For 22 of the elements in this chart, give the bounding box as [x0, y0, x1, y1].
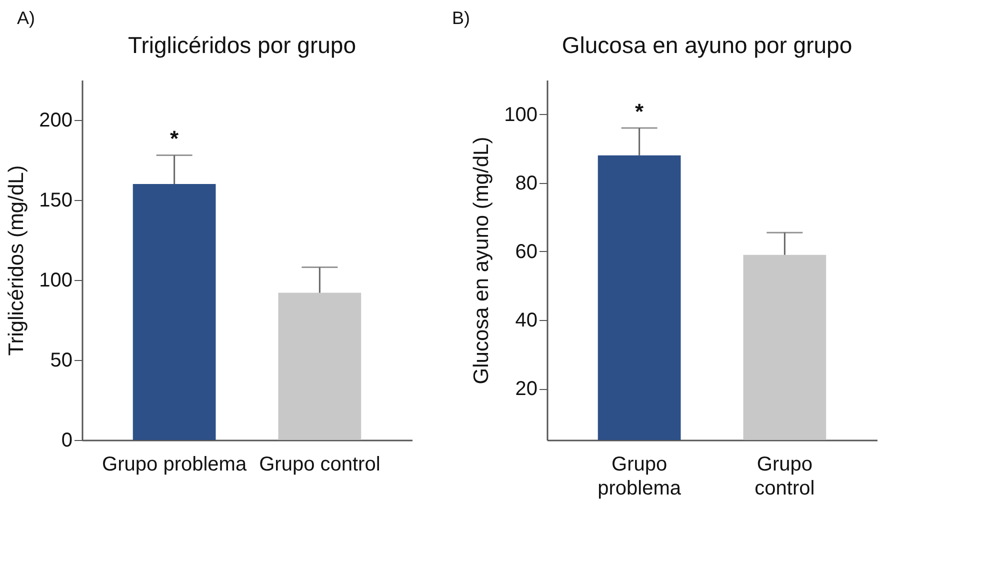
- y-tick-label: 20: [515, 378, 538, 400]
- y-tick-label: 80: [515, 172, 538, 194]
- y-tick-label: 200: [39, 110, 72, 132]
- y-tick-label: 150: [39, 190, 72, 212]
- x-tick-label: Grupo control: [754, 454, 815, 500]
- y-tick-label: 0: [61, 430, 72, 452]
- annotation: *: [170, 126, 180, 152]
- y-tick-label: 100: [504, 104, 538, 126]
- y-tick-label: 40: [515, 310, 538, 332]
- x-tick-label: Grupo control: [259, 454, 380, 476]
- annotation: *: [635, 99, 644, 124]
- text: A): [17, 8, 35, 28]
- y-tick-label: 50: [50, 350, 72, 372]
- y-axis-title: Triglicéridos (mg/dL): [5, 165, 28, 356]
- y-axis-title: Glucosa en ayuno (mg/dL): [470, 136, 494, 384]
- chart-title: Glucosa en ayuno por grupo: [562, 32, 852, 58]
- y-tick-label: 100: [39, 270, 72, 292]
- text: B): [452, 8, 470, 28]
- x-tick-label: Grupo problema: [598, 454, 682, 500]
- chart-title: Triglicéridos por grupo: [128, 32, 356, 58]
- y-tick-label: 60: [515, 240, 538, 263]
- x-tick-label: Grupo problema: [102, 454, 248, 476]
